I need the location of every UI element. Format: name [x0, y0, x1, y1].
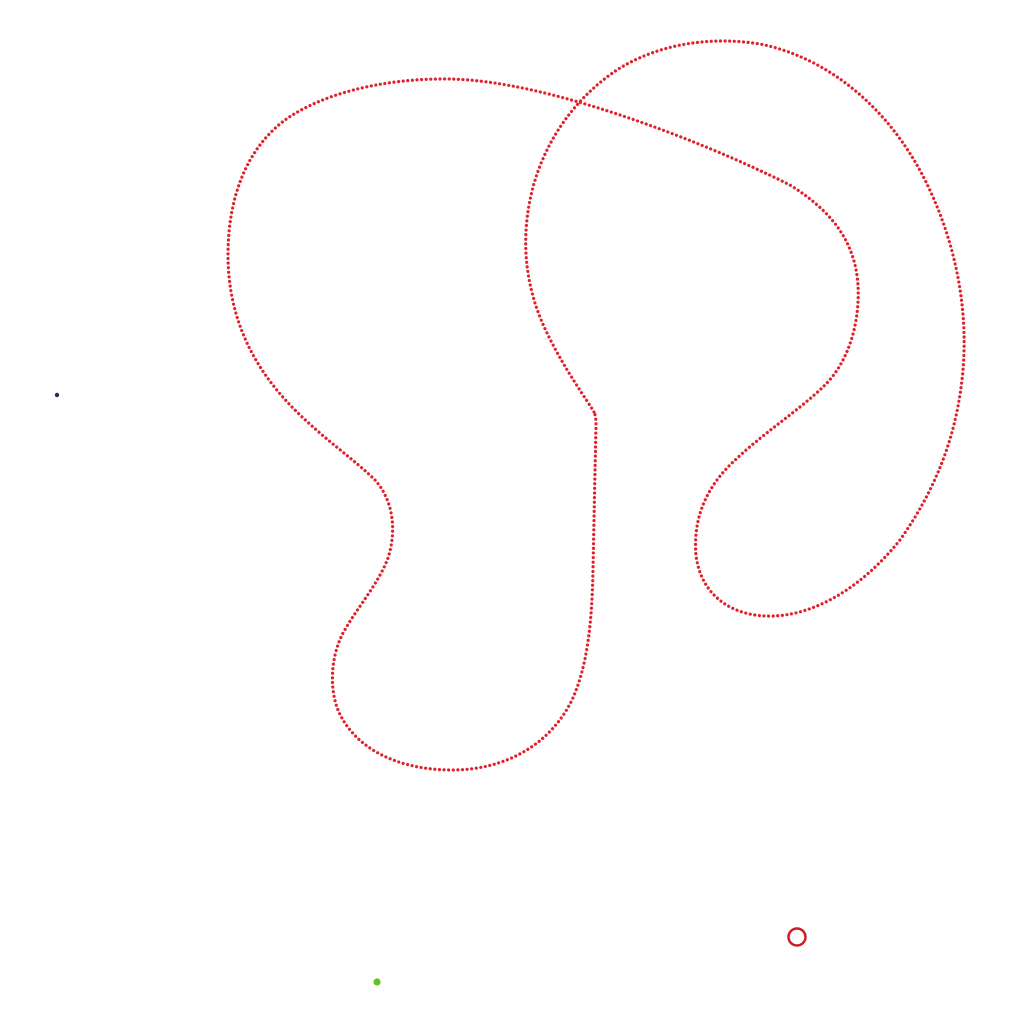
track-outline — [226, 39, 966, 772]
player-dot[interactable] — [54, 392, 60, 398]
ring-marker[interactable] — [787, 927, 807, 947]
green-blob[interactable] — [373, 978, 381, 986]
